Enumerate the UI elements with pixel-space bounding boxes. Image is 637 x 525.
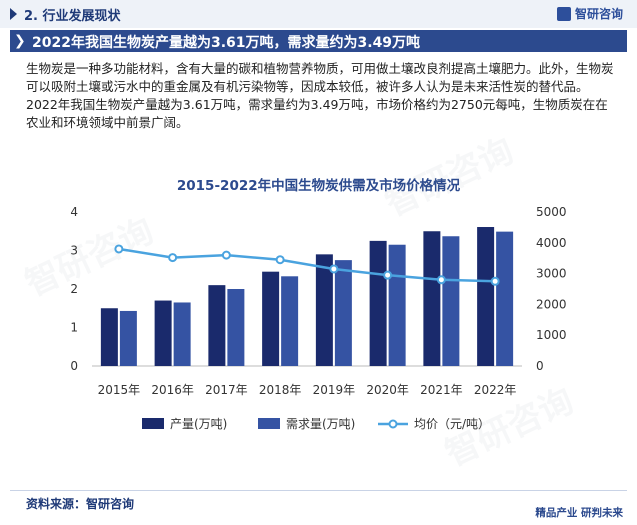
y-left-tick-label: 3 bbox=[70, 244, 78, 258]
demand-bar bbox=[334, 260, 352, 366]
source-note: 资料来源：智研咨询 bbox=[26, 497, 135, 511]
legend: 产量(万吨) 需求量(万吨) 均价（元/吨） bbox=[142, 417, 490, 431]
price-point bbox=[490, 276, 500, 286]
section-arrow-icon bbox=[10, 8, 17, 20]
production-bar bbox=[208, 285, 226, 366]
y-right-tick-label: 5000 bbox=[536, 205, 567, 219]
x-tick-label: 2022年 bbox=[474, 383, 517, 397]
banner-title-bar: ❯ 2022年我国生物炭产量越为3.61万吨，需求量约为3.49万吨 bbox=[10, 30, 627, 52]
legend-swatch bbox=[142, 418, 164, 429]
logo-icon bbox=[556, 6, 571, 21]
legend-label: 产量(万吨) bbox=[170, 417, 227, 431]
chart-title: 2015-2022年中国生物炭供需及市场价格情况 bbox=[176, 178, 461, 194]
demand-bar bbox=[227, 289, 245, 366]
chevron-right-icon: ❯ bbox=[14, 33, 26, 49]
production-bar bbox=[100, 308, 118, 366]
price-point bbox=[436, 275, 446, 285]
x-tick-label: 2017年 bbox=[205, 383, 248, 397]
demand-bar bbox=[388, 244, 406, 366]
y-left-tick-label: 2 bbox=[70, 282, 78, 296]
production-bar bbox=[315, 254, 333, 366]
y-right-tick-label: 3000 bbox=[536, 267, 567, 281]
x-tick-label: 2020年 bbox=[366, 383, 409, 397]
section-title: 2. 行业发展现状 bbox=[24, 9, 121, 24]
x-tick-label: 2015年 bbox=[98, 383, 141, 397]
x-tick-label: 2021年 bbox=[420, 383, 463, 397]
legend-marker bbox=[388, 419, 398, 429]
brand-logo: 智研咨询 bbox=[556, 5, 623, 22]
y-right-tick-label: 1000 bbox=[536, 328, 567, 342]
x-tick-label: 2019年 bbox=[313, 383, 356, 397]
description-paragraph: 生物炭是一种多功能材料，含有大量的碳和植物营养物质，可用做土壤改良剂提高土壤肥力… bbox=[26, 61, 614, 130]
production-bar bbox=[423, 231, 441, 366]
price-line bbox=[118, 247, 496, 283]
bars-group bbox=[100, 227, 514, 366]
logo-text: 智研咨询 bbox=[574, 7, 623, 21]
y-left-tick-label: 1 bbox=[70, 321, 78, 335]
demand-bar bbox=[442, 236, 460, 366]
demand-bar bbox=[496, 231, 514, 366]
price-point bbox=[114, 244, 124, 254]
production-bar bbox=[369, 240, 387, 366]
top-bar: 2. 行业发展现状 智研咨询 bbox=[0, 0, 637, 28]
y-right-tick-label: 4000 bbox=[536, 236, 567, 250]
footer-brand-text: 精品产业 研判未来 bbox=[535, 507, 623, 519]
legend-label: 需求量(万吨) bbox=[286, 417, 355, 431]
price-point bbox=[275, 255, 285, 265]
price-point bbox=[221, 250, 231, 260]
x-axis-labels: 2015年 2016年 2017年 2018年 2019年 2020年 2021年 2022年 bbox=[98, 383, 517, 397]
price-point bbox=[329, 264, 339, 274]
price-point bbox=[168, 253, 178, 263]
price-line-group bbox=[114, 244, 500, 286]
y-left-tick-label: 0 bbox=[70, 359, 78, 373]
legend-swatch bbox=[258, 418, 280, 429]
banner-title: 2022年我国生物炭产量越为3.61万吨，需求量约为3.49万吨 bbox=[32, 35, 421, 51]
demand-bar bbox=[119, 310, 137, 366]
footer-divider bbox=[10, 490, 627, 491]
production-bar bbox=[477, 227, 495, 366]
left-axis: 0 1 2 3 4 bbox=[70, 205, 78, 373]
production-bar bbox=[262, 271, 280, 366]
y-right-tick-label: 0 bbox=[536, 359, 544, 373]
x-tick-label: 2016年 bbox=[151, 383, 194, 397]
price-point bbox=[383, 270, 393, 280]
production-bar bbox=[154, 300, 172, 366]
y-right-tick-label: 2000 bbox=[536, 297, 567, 311]
demand-bar bbox=[281, 276, 299, 366]
y-left-tick-label: 4 bbox=[70, 205, 78, 219]
footer-brand: 精品产业 研判未来 bbox=[535, 505, 623, 520]
demand-bar bbox=[173, 302, 191, 366]
x-tick-label: 2018年 bbox=[259, 383, 302, 397]
right-axis: 0 1000 2000 3000 4000 5000 bbox=[536, 205, 567, 373]
legend-label: 均价（元/吨） bbox=[414, 417, 490, 431]
